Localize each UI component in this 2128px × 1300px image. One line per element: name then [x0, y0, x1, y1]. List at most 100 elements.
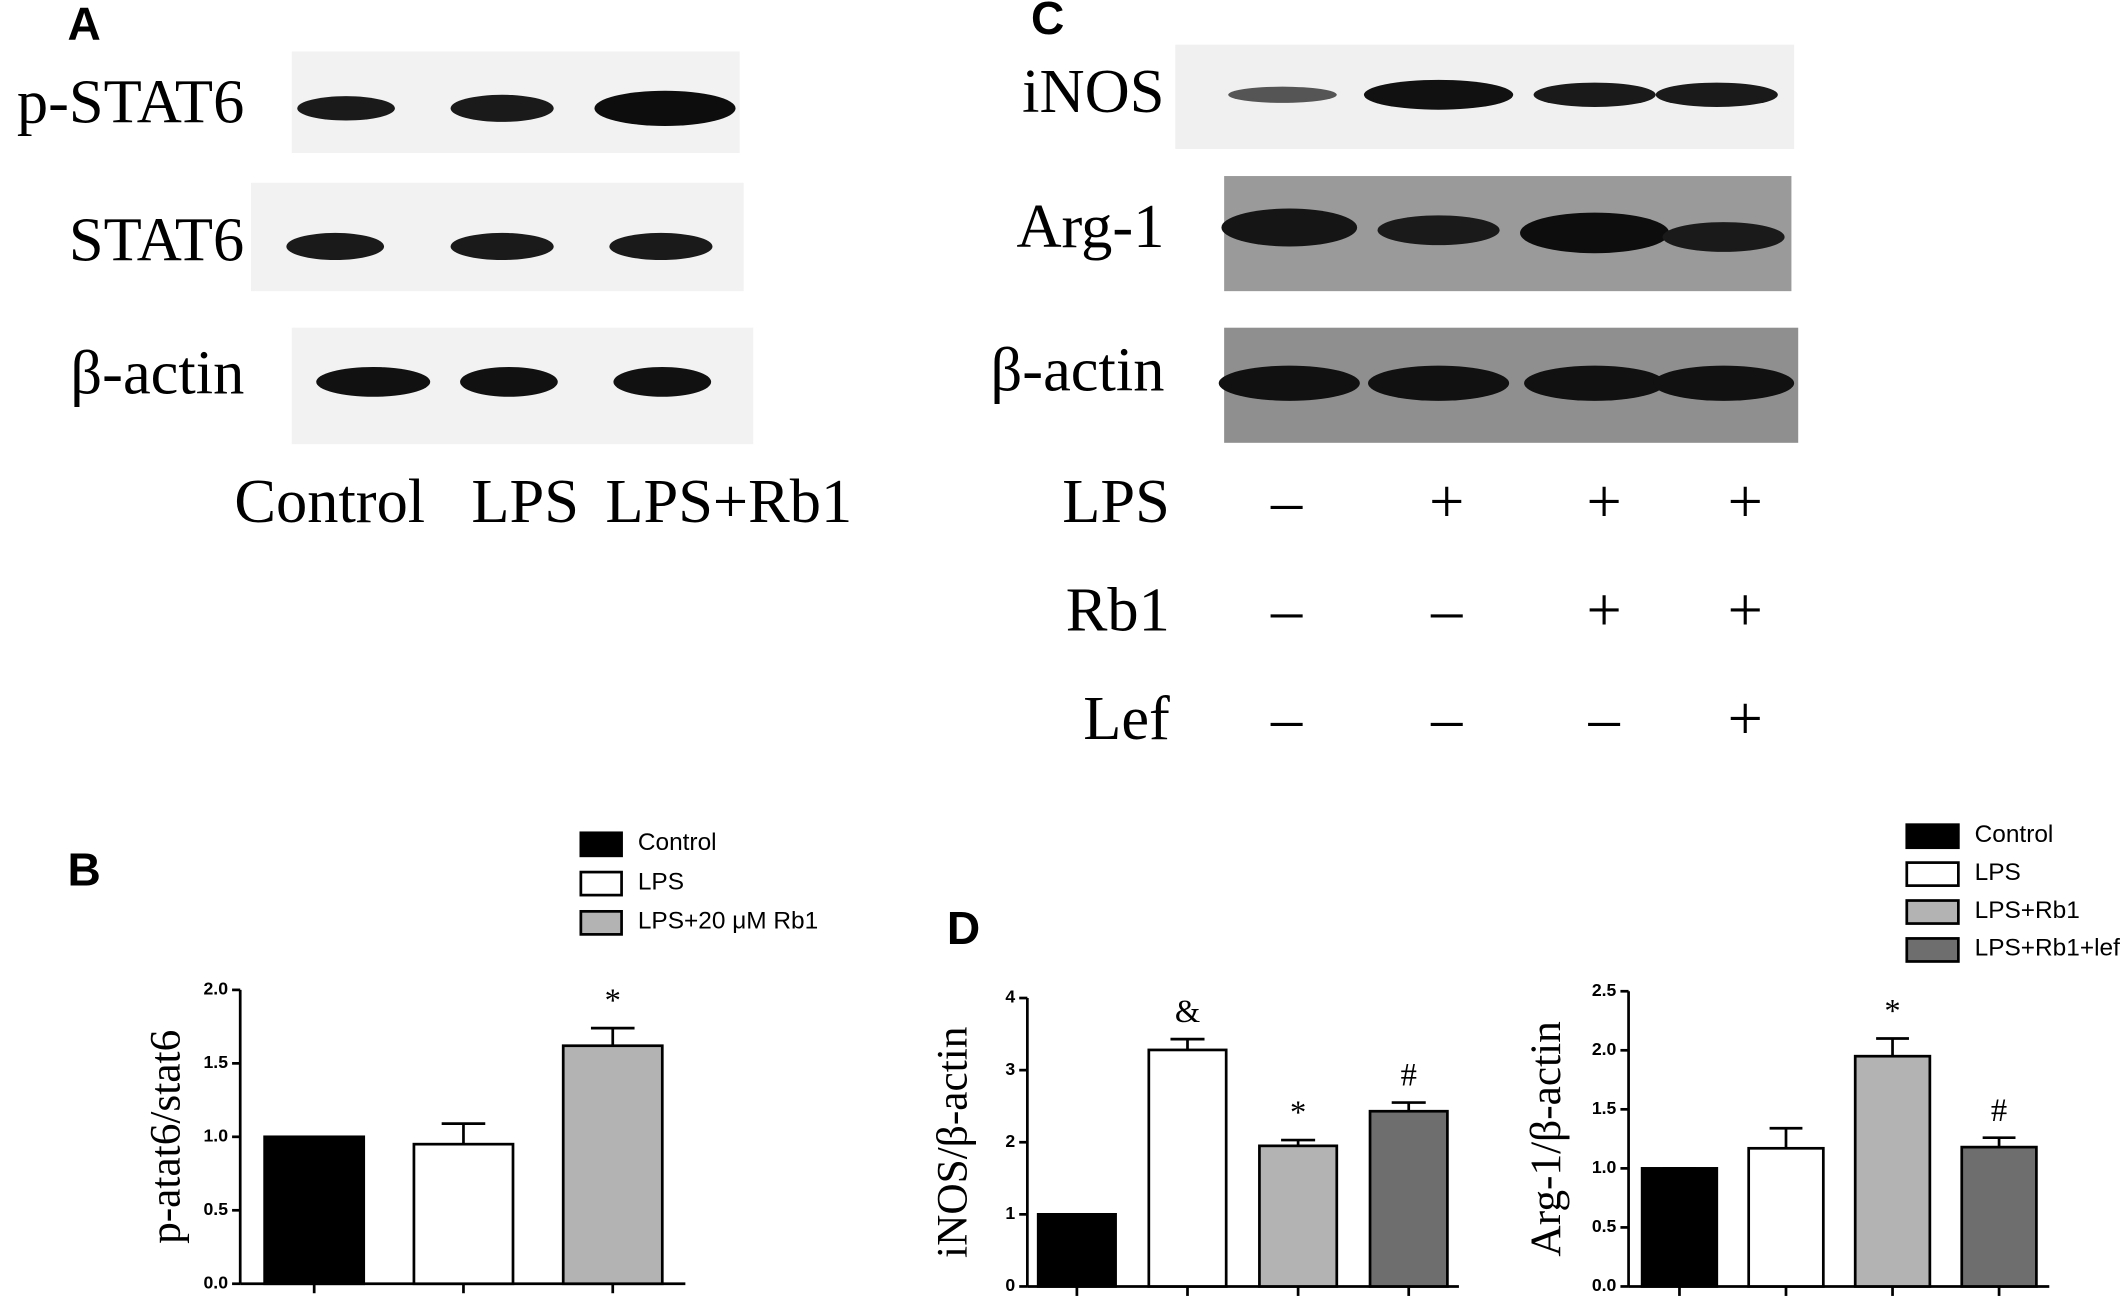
blot-row-label: STAT6	[69, 206, 244, 275]
blot-band	[1368, 365, 1510, 401]
blot-band	[1377, 215, 1500, 246]
y-tick-label: 1.5	[1592, 1098, 1617, 1118]
y-axis-label: iNOS/β-actin	[929, 1026, 977, 1258]
blot-band	[1653, 365, 1795, 401]
legend-label: LPS+Rb1	[1975, 897, 2080, 924]
lane-label: LPS	[471, 467, 579, 536]
panel-label: A	[67, 0, 100, 49]
treatment-sign: +	[1728, 467, 1763, 536]
bar	[1258, 1144, 1339, 1288]
treatment-sign: –	[1270, 467, 1303, 536]
legend-swatch	[579, 831, 623, 858]
y-tick-label: 0.0	[1592, 1275, 1617, 1295]
blot-band	[1524, 365, 1666, 401]
blot-row-label: β-actin	[991, 336, 1165, 405]
legend-swatch	[1905, 861, 1960, 887]
y-tick-label: 3	[1005, 1059, 1015, 1079]
legend-swatch	[1905, 823, 1960, 850]
y-tick-label: 4	[1005, 987, 1015, 1007]
y-axis-label: p-atat6/stat6	[142, 1030, 190, 1244]
bar	[1640, 1167, 1719, 1288]
blot-band	[1228, 86, 1337, 103]
bar	[263, 1135, 366, 1286]
lane-label: LPS+Rb1	[605, 467, 852, 536]
blot-band	[594, 90, 736, 126]
bar	[412, 1142, 515, 1286]
bar	[1147, 1048, 1228, 1288]
significance-mark: *	[605, 983, 621, 1019]
legend-label: LPS+Rb1+lef	[1975, 935, 2120, 962]
y-tick-label: 1	[1005, 1203, 1015, 1223]
significance-mark: #	[1991, 1093, 2007, 1129]
bar	[561, 1044, 664, 1286]
panel-label: B	[67, 844, 100, 896]
panel-label: D	[947, 902, 980, 954]
blot-band	[1218, 365, 1360, 401]
y-tick-label: 2.5	[1592, 980, 1617, 1000]
treatment-sign: +	[1728, 684, 1763, 753]
blot-band	[286, 232, 385, 260]
y-tick-label: 1.0	[203, 1125, 228, 1145]
blot-band	[609, 232, 713, 260]
blot-band	[460, 366, 558, 397]
blot-row-label: β-actin	[70, 339, 244, 408]
y-tick-label: 1.0	[1592, 1157, 1617, 1177]
blot-band	[1221, 208, 1358, 247]
y-tick-label: 0.0	[203, 1272, 228, 1292]
treatment-sign: +	[1728, 576, 1763, 645]
y-tick-label: 2	[1005, 1131, 1015, 1151]
significance-mark: &	[1175, 994, 1200, 1030]
blot-band	[297, 96, 395, 121]
legend-label: LPS	[638, 868, 684, 895]
legend-label: Control	[638, 829, 717, 856]
blot-band	[316, 366, 431, 397]
legend-swatch	[579, 910, 623, 936]
treatment-sign: –	[1430, 576, 1463, 645]
significance-mark: *	[1290, 1095, 1306, 1131]
y-tick-label: 2.0	[1592, 1039, 1617, 1059]
treatment-sign: +	[1429, 467, 1464, 536]
treatment-sign: –	[1588, 684, 1621, 753]
treatment-sign: +	[1587, 467, 1622, 536]
treatment-sign: –	[1270, 576, 1303, 645]
treatment-sign: –	[1270, 684, 1303, 753]
blot-band	[1533, 82, 1656, 107]
blot-band	[613, 366, 712, 397]
treatment-sign: +	[1587, 576, 1622, 645]
blot-band	[1655, 82, 1778, 107]
y-tick-label: 1.5	[203, 1052, 228, 1072]
legend-swatch	[1905, 899, 1960, 925]
y-axis-label: Arg-1/β-actin	[1522, 1021, 1570, 1257]
blot-band	[1363, 79, 1514, 110]
bar	[1747, 1146, 1825, 1288]
treatment-label: Rb1	[1066, 576, 1170, 645]
bar	[1960, 1145, 2038, 1288]
bar	[1853, 1054, 1932, 1288]
lane-label: Control	[234, 467, 425, 536]
legend-label: Control	[1975, 821, 2054, 848]
legend-swatch	[1905, 937, 1960, 963]
blot-band	[450, 232, 554, 260]
treatment-label: Lef	[1083, 684, 1170, 753]
blot-band	[1520, 212, 1670, 254]
blot-band	[1662, 222, 1785, 252]
legend-swatch	[579, 870, 623, 897]
y-tick-label: 2.0	[203, 979, 228, 999]
treatment-sign: –	[1430, 684, 1463, 753]
y-tick-label: 0.5	[203, 1199, 228, 1219]
significance-mark: #	[1401, 1058, 1417, 1094]
significance-mark: *	[1884, 994, 1900, 1030]
legend-label: LPS	[1975, 859, 2021, 886]
blot-row-label: p-STAT6	[17, 68, 244, 137]
bar	[1036, 1212, 1117, 1288]
bar	[1368, 1109, 1449, 1288]
y-tick-label: 0.5	[1592, 1216, 1617, 1236]
blot-row-label: Arg-1	[1016, 192, 1164, 261]
blot-row-label: iNOS	[1022, 57, 1164, 126]
panel-label: C	[1031, 0, 1064, 44]
treatment-label: LPS	[1062, 467, 1170, 536]
legend-label: LPS+20 μM Rb1	[638, 908, 818, 935]
y-tick-label: 0	[1005, 1275, 1015, 1295]
